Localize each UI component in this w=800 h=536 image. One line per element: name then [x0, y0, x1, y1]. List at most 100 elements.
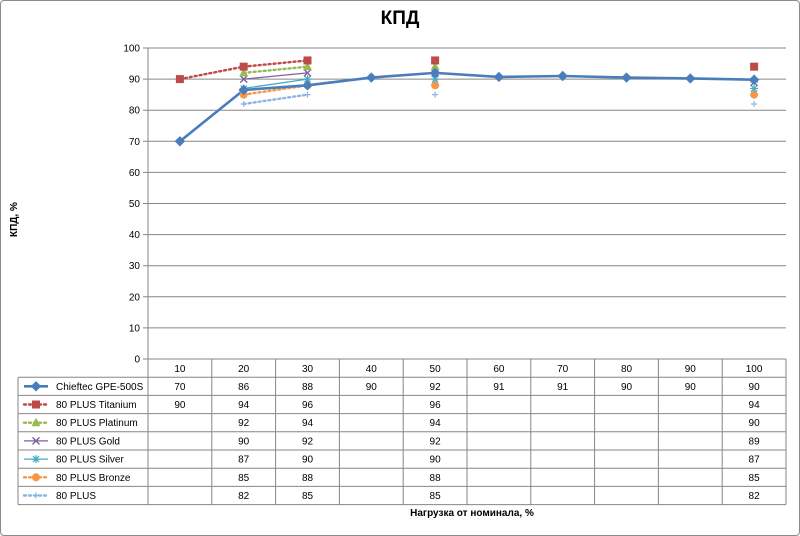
- table-value: 94: [302, 418, 314, 429]
- legend-series-name: 80 PLUS Titanium: [56, 400, 137, 411]
- data-point: [431, 81, 440, 90]
- data-point: [432, 91, 439, 98]
- data-point: [431, 56, 440, 65]
- data-point: [303, 75, 312, 84]
- table-value: 82: [749, 491, 761, 502]
- legend-series-name: 80 PLUS Gold: [56, 436, 120, 447]
- data-point: [239, 62, 248, 71]
- table-value: 96: [430, 400, 442, 411]
- legend-key-marker: [33, 492, 39, 499]
- data-point: [239, 67, 249, 77]
- x-category-label: 90: [685, 364, 697, 375]
- table-value: 90: [685, 382, 697, 393]
- data-point: [750, 84, 759, 93]
- data-point: [557, 70, 568, 82]
- data-point: [685, 73, 696, 84]
- legend-series-name: 80 PLUS Silver: [56, 455, 124, 466]
- series-line: [242, 84, 309, 96]
- series-line: [179, 71, 755, 143]
- table-value: 91: [557, 382, 569, 393]
- x-category-label: 10: [174, 364, 186, 375]
- x-category-label: 40: [366, 364, 378, 375]
- legend-key-marker: [30, 381, 42, 392]
- x-category-label: 30: [302, 364, 314, 375]
- legend-key-marker: [31, 417, 41, 427]
- table-value: 85: [302, 491, 314, 502]
- data-point: [431, 75, 440, 84]
- x-category-label: 80: [621, 364, 633, 375]
- table-value: 88: [302, 382, 314, 393]
- table-value: 91: [493, 382, 505, 393]
- data-point: [303, 56, 312, 65]
- legend-series-name: 80 PLUS Platinum: [56, 418, 138, 429]
- table-value: 88: [430, 473, 442, 484]
- data-point: [238, 84, 249, 96]
- table-value: 92: [430, 436, 442, 447]
- x-category-label: 50: [430, 364, 442, 375]
- table-value: 90: [749, 418, 761, 429]
- y-tick-label: 50: [129, 199, 141, 210]
- table-value: 90: [174, 400, 186, 411]
- series-line: [242, 65, 309, 75]
- data-point: [751, 100, 758, 107]
- data-point: [750, 90, 759, 99]
- data-point: [303, 61, 312, 71]
- table-value: 94: [430, 418, 442, 429]
- y-tick-label: 90: [129, 75, 141, 86]
- table-value: 92: [302, 436, 314, 447]
- table-value: 85: [430, 491, 442, 502]
- data-point: [240, 100, 247, 107]
- y-tick-label: 40: [129, 230, 141, 241]
- y-tick-label: 0: [134, 355, 140, 366]
- legend-series-name: 80 PLUS Bronze: [56, 473, 131, 484]
- data-point: [366, 72, 377, 83]
- x-category-label: 70: [557, 364, 569, 375]
- data-point: [430, 61, 440, 71]
- table-value: 87: [238, 455, 250, 466]
- table-value: 70: [174, 382, 186, 393]
- data-point: [429, 67, 441, 79]
- data-point: [748, 74, 760, 85]
- table-value: 85: [749, 473, 761, 484]
- table-value: 89: [749, 436, 761, 447]
- data-point: [239, 75, 248, 84]
- y-tick-label: 100: [123, 44, 140, 55]
- legend-key-marker: [32, 436, 40, 445]
- table-value: 90: [430, 455, 442, 466]
- y-tick-label: 30: [129, 261, 141, 272]
- series-line: [243, 78, 308, 90]
- y-tick-label: 20: [129, 292, 141, 303]
- table-value: 96: [302, 400, 314, 411]
- table-value: 90: [621, 382, 633, 393]
- legend-key-marker: [32, 455, 40, 464]
- data-point: [174, 136, 186, 147]
- table-value: 90: [238, 436, 250, 447]
- series-line: [243, 72, 308, 80]
- table-value: 92: [238, 418, 250, 429]
- table-value: 94: [749, 400, 761, 411]
- x-category-label: 60: [493, 364, 505, 375]
- chart-title: КПД: [380, 8, 420, 29]
- y-tick-label: 60: [129, 168, 141, 179]
- data-point: [175, 75, 184, 84]
- legend-key-marker: [32, 473, 40, 482]
- table-value: 87: [749, 455, 761, 466]
- table-value: 90: [302, 455, 314, 466]
- table-value: 85: [238, 473, 250, 484]
- table-value: 94: [238, 400, 250, 411]
- table-value: 86: [238, 382, 250, 393]
- table-value: 92: [430, 382, 442, 393]
- legend-key-marker: [32, 400, 40, 409]
- legend-series-name: Chieftec GPE-500S: [56, 382, 144, 393]
- x-category-label: 20: [238, 364, 250, 375]
- table-value: 90: [749, 382, 761, 393]
- data-point: [621, 72, 632, 83]
- table-value: 82: [238, 491, 250, 502]
- table-value: 90: [366, 382, 378, 393]
- y-tick-label: 80: [129, 106, 141, 117]
- table-value: 88: [302, 473, 314, 484]
- series-line: [242, 93, 309, 106]
- x-category-label: 100: [746, 364, 763, 375]
- data-point: [302, 80, 313, 91]
- data-point: [304, 91, 311, 98]
